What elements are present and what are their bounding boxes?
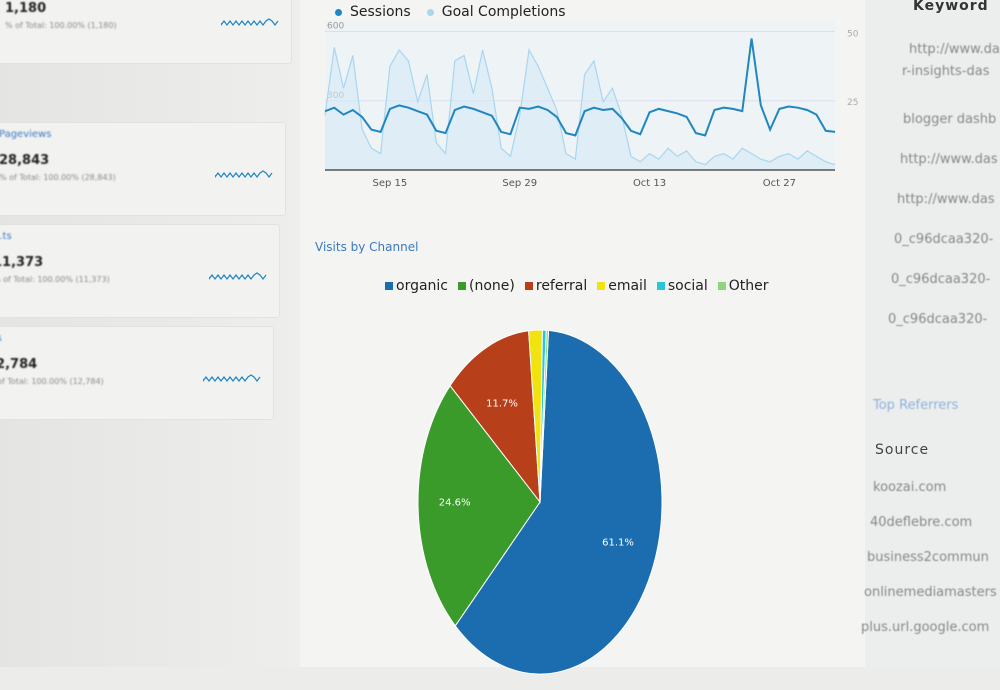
metric-label: ...s <box>0 333 2 344</box>
legend-swatch <box>385 282 393 290</box>
keyword-header: Keyword <box>913 0 989 14</box>
pie-legend-item: social <box>656 278 708 294</box>
metric-sub: % of Total: 100.00% (1,180) <box>5 21 117 30</box>
metric-sparkline <box>221 18 279 26</box>
main-panel: Sessions Goal Completions 6003005025Sep … <box>300 0 865 675</box>
pie-slice-none <box>417 384 541 627</box>
metric-sparkline <box>215 170 273 178</box>
goal-completions-line <box>324 47 836 166</box>
referrer-item[interactable]: onlinemediamasters <box>864 585 997 600</box>
legend-swatch <box>656 282 665 290</box>
sessions-line <box>324 38 836 137</box>
line-legend: Sessions Goal Completions <box>335 4 566 20</box>
sparkline-path <box>203 374 261 382</box>
metric-sub: % of Total: 100.00% (28,843) <box>0 173 116 182</box>
metric-card[interactable]: Pageviews 28,843 % of Total: 100.00% (28,8… <box>0 122 286 216</box>
x-tick-label: Oct 27 <box>763 178 796 189</box>
keyword-item[interactable]: 0_c96dcaa320- <box>888 312 988 327</box>
pie-slices <box>417 329 663 675</box>
top-referrers-title: Top Referrers <box>873 398 959 413</box>
metric-value: 1,180 <box>5 1 47 16</box>
referrer-item[interactable]: koozai.com <box>873 480 947 495</box>
sparkline-path <box>215 170 273 178</box>
legend-sessions: Sessions <box>350 4 411 20</box>
x-tick-label: Sep 29 <box>502 178 537 189</box>
metric-sparkline <box>209 272 267 280</box>
pie-title: Visits by Channel <box>315 240 419 254</box>
metric-value: 11,373 <box>0 255 44 270</box>
metric-card[interactable]: 1,180 % of Total: 100.00% (1,180) <box>0 0 292 64</box>
keyword-item[interactable]: http://www.das <box>909 42 1000 57</box>
legend-label: referral <box>535 278 588 294</box>
metrics-panel: 1,180 % of Total: 100.00% (1,180) Pageview… <box>0 0 310 667</box>
channel-pie-chart: 61.1% 24.6% 11.7% <box>417 329 663 675</box>
pie-slice-other <box>539 329 550 503</box>
y-right-tick: 50 <box>847 30 859 40</box>
keyword-item[interactable]: 0_c96dcaa320- <box>894 232 994 247</box>
pie-slice-referral <box>449 330 541 504</box>
referrer-item[interactable]: business2commun <box>867 550 989 565</box>
keyword-item[interactable]: 0_c96dcaa320- <box>891 272 991 287</box>
keyword-item[interactable]: r-insights-das <box>902 64 990 79</box>
legend-label: email <box>608 278 647 294</box>
legend-goal-completions: Goal Completions <box>441 4 566 20</box>
metric-label: Pageviews <box>0 129 52 140</box>
legend-swatch <box>597 282 606 290</box>
y-right-tick: 25 <box>847 98 858 108</box>
sessions-legend-marker <box>335 8 342 16</box>
pie-legend-item: referral <box>524 278 588 294</box>
legend-swatch <box>458 282 467 290</box>
pie-data-label: 61.1% <box>602 537 634 548</box>
metric-sparkline <box>203 374 261 382</box>
metric-card[interactable]: ...ts 11,373 % of Total: 100.00% (11,373) <box>0 224 280 318</box>
legend-swatch <box>524 282 533 290</box>
right-panel: Keyword http://www.das r-insights-das blog… <box>861 0 1000 667</box>
legend-label: (none) <box>469 278 515 294</box>
sparkline-path <box>221 18 279 26</box>
goals-legend-marker <box>426 8 434 16</box>
referrer-item[interactable]: 40deflebre.com <box>870 515 973 530</box>
pie-legend-item: email <box>597 278 647 294</box>
legend-label: social <box>667 278 708 294</box>
x-tick-label: Oct 13 <box>633 178 666 189</box>
pie-data-label: 24.6% <box>439 497 471 508</box>
metric-value: 28,843 <box>0 153 50 168</box>
metric-card[interactable]: ...s 12,784 % of Total: 100.00% (12,784) <box>0 326 274 420</box>
pie-legend: organic (none) referral email social Other <box>385 278 769 294</box>
legend-label: organic <box>396 278 449 294</box>
pie-data-label: 11.7% <box>486 398 518 409</box>
keyword-item[interactable]: blogger dashb <box>903 112 997 127</box>
pie-legend-item: organic <box>385 278 448 294</box>
pie-legend-item: (none) <box>458 278 515 294</box>
metric-sub: % of Total: 100.00% (12,784) <box>0 377 104 386</box>
y-left-tick: 600 <box>327 22 344 32</box>
legend-swatch <box>717 282 726 290</box>
source-header: Source <box>875 442 930 458</box>
keyword-item[interactable]: http://www.das <box>897 192 995 207</box>
sparkline-path <box>209 272 267 280</box>
x-tick-label: Sep 15 <box>373 178 408 189</box>
metric-label: ...ts <box>0 231 12 242</box>
pie-legend-item: Other <box>717 278 769 294</box>
referrer-item[interactable]: plus.url.google.com <box>861 620 990 635</box>
metric-sub: % of Total: 100.00% (11,373) <box>0 275 110 284</box>
keyword-item[interactable]: http://www.das <box>900 152 998 167</box>
legend-label: Other <box>728 278 769 294</box>
metric-value: 12,784 <box>0 357 38 372</box>
goals-area <box>325 47 835 170</box>
